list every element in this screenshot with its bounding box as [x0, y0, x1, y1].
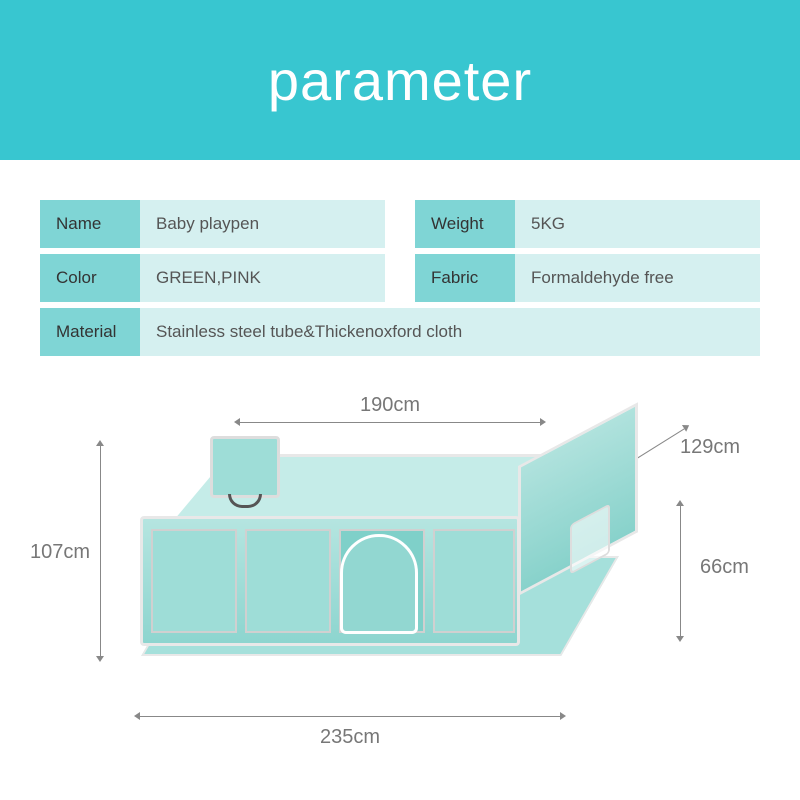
basketball-backboard — [210, 436, 280, 498]
dimension-diagram: 190cm 129cm 107cm 66cm 235cm — [0, 376, 800, 796]
dim-label-top-width: 190cm — [360, 394, 420, 417]
spec-label-material: Material — [40, 308, 140, 356]
dim-label-height-fence: 66cm — [700, 556, 749, 579]
page-title: parameter — [268, 48, 532, 113]
header-banner: parameter — [0, 0, 800, 160]
dim-label-depth: 129cm — [680, 436, 740, 459]
spec-value-name: Baby playpen — [140, 200, 385, 248]
dim-line-height-fence — [680, 506, 681, 636]
spec-grid: Name Baby playpen Weight 5KG Color GREEN… — [40, 200, 760, 356]
spec-label-weight: Weight — [415, 200, 515, 248]
spec-value-material: Stainless steel tube&Thickenoxford cloth — [140, 308, 760, 356]
spec-label-color: Color — [40, 254, 140, 302]
dim-label-height-total: 107cm — [30, 541, 90, 564]
spec-value-weight: 5KG — [515, 200, 760, 248]
playpen-mesh-panel — [245, 529, 331, 633]
dim-line-top-width — [240, 422, 540, 423]
product-illustration — [140, 456, 620, 676]
spec-table: Name Baby playpen Weight 5KG Color GREEN… — [0, 160, 800, 376]
spec-label-name: Name — [40, 200, 140, 248]
spec-label-fabric: Fabric — [415, 254, 515, 302]
spec-value-color: GREEN,PINK — [140, 254, 385, 302]
playpen-mesh-panel — [151, 529, 237, 633]
dim-label-bottom-width: 235cm — [320, 726, 380, 749]
playpen-door-arch — [340, 534, 418, 634]
spec-value-fabric: Formaldehyde free — [515, 254, 760, 302]
playpen-front-panel — [140, 516, 520, 646]
dim-line-height-total — [100, 446, 101, 656]
playpen-mesh-panel — [433, 529, 515, 633]
dim-line-bottom-width — [140, 716, 560, 717]
